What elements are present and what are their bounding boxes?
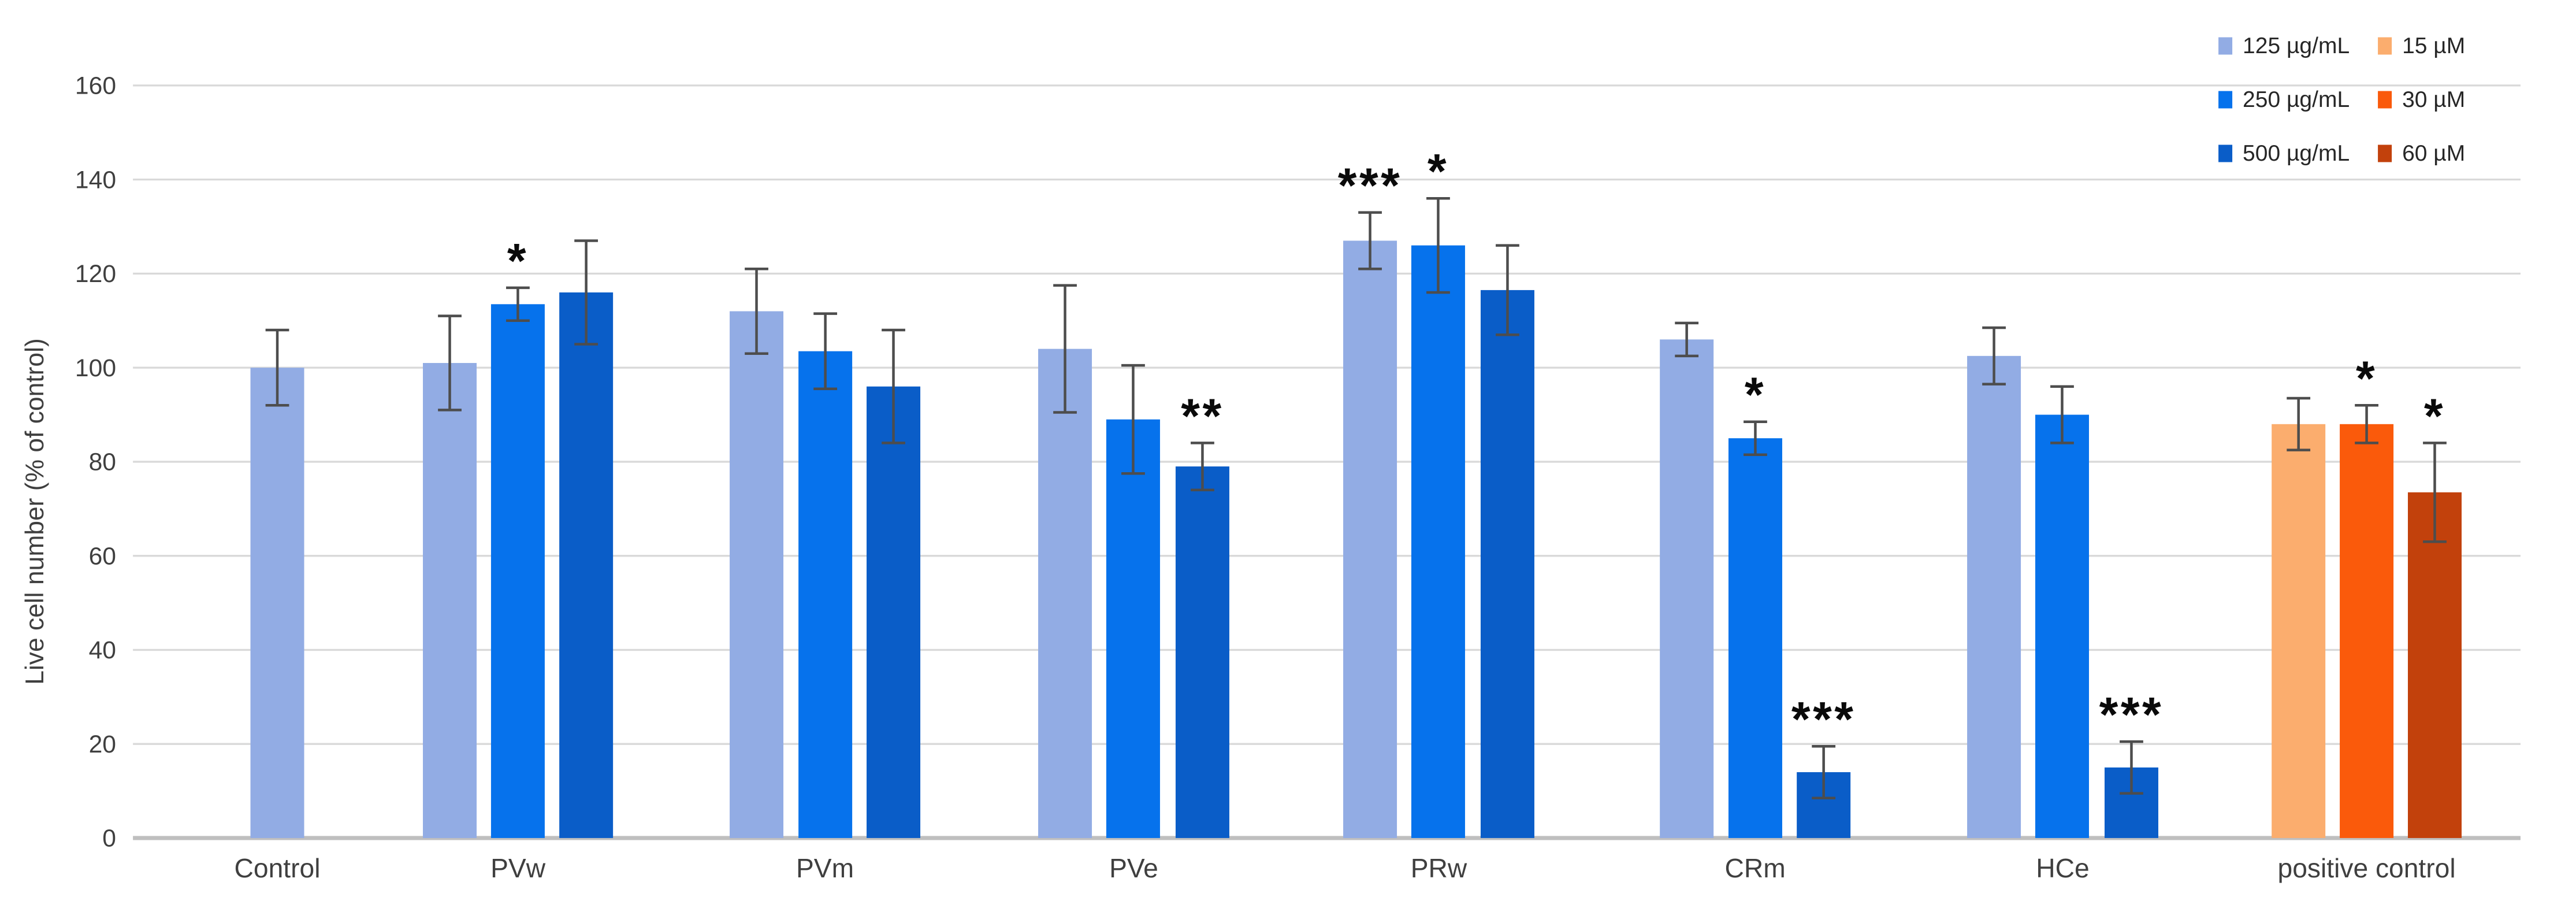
legend-swatch-125-g-ml [2218, 37, 2233, 55]
x-axis-category-labels: Control PVw PVm PVe PRw CRm HCe positive contro… [235, 853, 2456, 883]
x-category-label-pve: PVe [1109, 853, 1158, 883]
x-category-label-crm: CRm [1725, 853, 1786, 883]
legend-swatch-500-g-ml [2218, 144, 2233, 162]
legend-label-30-m: 30 µM [2402, 87, 2465, 112]
legend-label-500-g-ml: 500 µg/mL [2243, 141, 2350, 166]
legend-label-250-g-ml: 250 µg/mL [2243, 87, 2350, 112]
x-category-label-control: Control [235, 853, 321, 883]
sig-prw-125-g-ml: *** [1338, 158, 1403, 213]
bar-positive-control-30-m [2340, 424, 2394, 838]
bar-hce-250-g-ml [2035, 414, 2089, 838]
bar-pve-500-g-ml [1175, 466, 1229, 838]
bar-prw-500-g-ml [1480, 290, 1534, 838]
y-tick-label-120: 120 [75, 260, 116, 288]
y-tick-label-160: 160 [75, 72, 116, 100]
y-tick-label-140: 140 [75, 166, 116, 194]
x-category-label-prw: PRw [1411, 853, 1467, 883]
sig-crm-250-g-ml: * [1745, 368, 1766, 422]
bar-prw-250-g-ml [1411, 245, 1465, 838]
bar-pvw-250-g-ml [490, 304, 545, 838]
significance-marks: ****** ***** ***** [507, 144, 2445, 746]
bar-crm-250-g-ml [1728, 438, 1782, 838]
sig-positive-control-60-m: * [2424, 388, 2445, 443]
sig-pvw-250-g-ml: * [507, 234, 529, 288]
bar-pve-250-g-ml [1106, 419, 1160, 838]
bar-control-125-g-ml [250, 368, 304, 838]
bar-pve-125-g-ml [1038, 349, 1092, 838]
legend-label-15-m: 15 µM [2402, 34, 2465, 58]
legend-swatch-250-g-ml [2218, 91, 2233, 109]
sig-prw-250-g-ml: * [1428, 144, 1449, 198]
bar-prw-125-g-ml [1343, 240, 1397, 838]
y-tick-label-100: 100 [75, 354, 116, 382]
bar-pvw-125-g-ml [423, 363, 477, 838]
legend-swatch-60-m [2378, 144, 2392, 162]
y-axis-tick-labels: 0 20 40 60 80 100 120 140 160 [75, 72, 116, 853]
bar-pvm-250-g-ml [798, 351, 853, 838]
legend: 125 µg/mL 250 µg/mL 500 µg/mL 15 µM 30 µM 60 … [2218, 34, 2465, 166]
legend-label-60-m: 60 µM [2402, 141, 2465, 166]
x-category-label-hce: HCe [2036, 853, 2089, 883]
y-tick-label-0: 0 [102, 825, 116, 853]
bars [250, 240, 2462, 838]
error-bars [265, 197, 2447, 800]
legend-swatch-30-m [2378, 91, 2392, 109]
bar-pvm-500-g-ml [867, 386, 921, 838]
x-category-label-pvw: PVw [490, 853, 546, 883]
bar-positive-control-15-m [2272, 424, 2326, 838]
sig-pve-500-g-ml: ** [1181, 388, 1224, 443]
sig-crm-500-g-ml: *** [1791, 692, 1856, 746]
bar-pvw-500-g-ml [559, 292, 614, 838]
y-tick-label-60: 60 [89, 542, 116, 570]
x-category-label-pvm: PVm [796, 853, 854, 883]
bar-crm-125-g-ml [1660, 339, 1714, 838]
legend-swatch-15-m [2378, 37, 2392, 55]
y-tick-label-40: 40 [89, 636, 116, 664]
y-tick-label-80: 80 [89, 449, 116, 476]
bar-pvm-125-g-ml [730, 311, 784, 838]
x-category-label-positive-control: positive control [2278, 853, 2456, 883]
legend-label-125-g-ml: 125 µg/mL [2243, 34, 2350, 58]
y-tick-label-20: 20 [89, 731, 116, 758]
bar-hce-125-g-ml [1967, 355, 2021, 838]
bar-positive-control-60-m [2407, 492, 2462, 838]
sig-positive-control-30-m: * [2356, 351, 2377, 405]
sig-hce-500-g-ml: *** [2099, 687, 2164, 742]
y-axis-title: Live cell number (% of control) [21, 338, 49, 685]
